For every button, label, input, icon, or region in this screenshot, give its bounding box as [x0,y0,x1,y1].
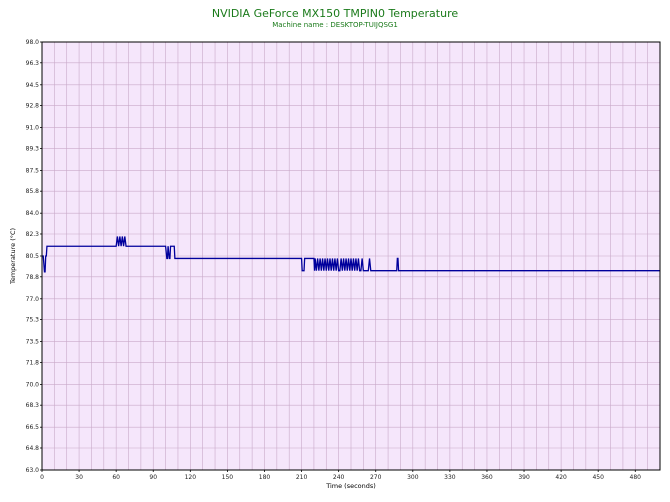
x-tick-label: 150 [222,474,234,481]
y-tick-label: 75.3 [26,317,40,324]
x-tick-label: 90 [149,474,157,481]
x-tick-label: 390 [518,474,530,481]
y-tick-label: 91.0 [26,125,40,132]
x-tick-label: 450 [592,474,604,481]
y-tick-label: 71.8 [26,359,40,366]
x-tick-label: 420 [555,474,567,481]
y-tick-label: 84.0 [26,210,40,217]
x-tick-label: 60 [112,474,120,481]
y-tick-label: 73.5 [26,339,40,346]
plot-frame [41,41,661,471]
x-tick-label: 210 [296,474,308,481]
y-tick-label: 92.8 [26,103,40,110]
grid-lines [42,42,660,470]
x-tick-label: 330 [444,474,456,481]
y-tick-label: 63.0 [26,467,40,474]
x-tick-label: 270 [370,474,382,481]
x-tick-labels: 0 30 60 90 120 150 180 210 240 270 300 330 360 390 420… [40,470,641,481]
y-tick-label: 89.3 [26,145,40,152]
x-tick-label: 180 [259,474,271,481]
y-tick-label: 98.0 [26,39,40,46]
y-tick-label: 70.0 [26,381,40,388]
y-tick-label: 77.0 [26,296,40,303]
y-tick-label: 96.3 [26,60,40,67]
y-tick-label: 87.5 [26,167,40,174]
y-tick-labels: 63.0 64.8 66.5 68.3 70.0 71.8 73.5 75.3 77.0 78.8… [26,39,42,474]
y-tick-label: 85.8 [26,188,40,195]
series-line-temperature [42,236,660,273]
x-tick-label: 120 [185,474,197,481]
x-axis-label: Time (seconds) [325,482,376,490]
y-tick-label: 66.5 [26,424,40,431]
x-tick-label: 360 [481,474,493,481]
y-axis-label: Temperature (°C) [9,228,17,285]
x-tick-label: 240 [333,474,345,481]
x-tick-label: 300 [407,474,419,481]
chart-subtitle: Machine name : DESKTOP-TUIJQSG1 [272,21,398,29]
y-tick-label: 94.5 [26,82,40,89]
y-tick-label: 82.3 [26,231,40,238]
x-tick-label: 30 [75,474,83,481]
x-tick-label: 480 [630,474,642,481]
y-tick-label: 64.8 [26,445,40,452]
y-tick-label: 68.3 [26,402,40,409]
y-tick-label: 80.5 [26,253,40,260]
series-layer [42,236,660,273]
x-tick-label: 0 [40,474,44,481]
chart-title: NVIDIA GeForce MX150 TMPIN0 Temperature [212,7,459,20]
y-tick-label: 78.8 [26,274,40,281]
